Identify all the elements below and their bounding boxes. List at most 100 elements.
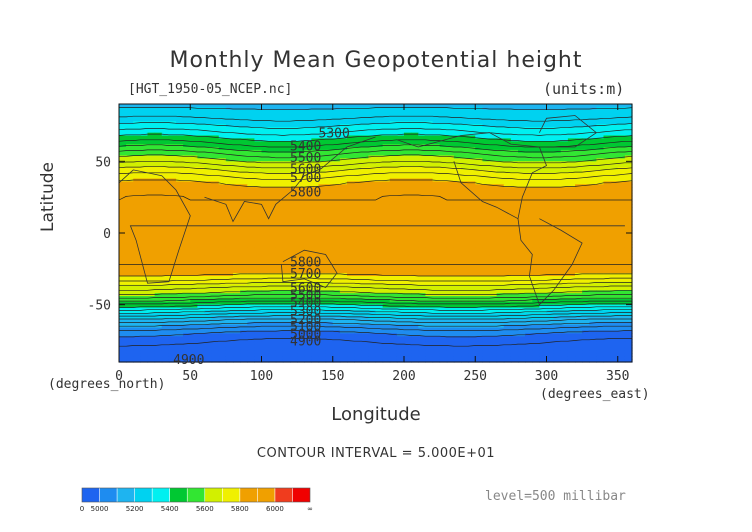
field-cell [325,264,334,268]
field-cell [119,273,127,277]
field-cell [354,264,362,268]
field-cell [525,218,533,223]
field-cell [119,152,127,157]
field-cell [425,253,434,257]
field-cell [418,175,426,180]
field-cell [347,155,355,160]
field-cell [318,255,327,260]
field-cell [168,215,177,220]
field-cell [126,118,134,122]
field-cell [553,109,562,114]
field-cell [453,184,462,188]
field-cell [290,115,298,119]
field-cell [261,132,270,137]
field-cell [176,169,184,174]
field-cell [503,106,512,111]
field-cell [154,227,163,231]
field-cell [218,175,227,180]
field-cell [532,158,540,162]
field-cell [190,144,198,148]
field-cell [275,104,284,108]
field-cell [525,230,533,234]
field-cell [425,195,434,200]
field-cell [546,261,555,266]
field-cell [204,293,213,297]
field-cell [183,132,191,137]
field-cell [297,230,305,234]
field-cell [339,161,348,165]
field-cell [168,273,177,277]
field-cell [382,126,391,131]
field-cell [218,109,227,114]
field-cell [396,164,405,168]
field-cell [482,129,491,134]
field-cell [418,273,426,277]
field-cell [282,164,291,168]
field-cell [297,132,305,137]
field-cell [211,218,220,223]
field-cell [575,230,583,234]
field-cell [411,290,419,294]
field-cell [197,253,206,257]
field-cell [282,121,291,125]
field-cell [261,250,270,254]
field-cell [425,155,434,160]
field-cell [247,167,255,171]
field-cell [218,261,227,266]
field-cell [325,281,334,286]
field-cell [525,167,533,171]
field-cell [375,132,384,137]
field-cell [468,255,476,260]
field-cell [503,270,512,274]
field-cell [617,164,626,168]
field-cell [161,290,170,294]
field-cell [553,204,562,208]
field-cell [211,158,220,162]
field-cell [510,250,519,254]
field-cell [496,112,505,117]
field-cell [389,109,398,114]
field-cell [211,109,220,114]
field-cell [332,161,341,165]
field-cell [468,250,476,254]
field-cell [354,115,362,119]
field-cell [575,255,583,260]
field-cell [489,253,498,257]
field-cell [297,281,305,286]
field-cell [275,267,284,271]
field-cell [347,258,355,263]
field-cell [539,164,548,168]
field-cell [439,255,448,260]
field-cell [582,250,590,254]
field-cell [368,129,377,134]
field-cell [275,270,284,274]
field-cell [268,258,277,263]
field-cell [133,287,141,291]
field-cell [453,175,462,180]
field-cell [589,147,597,151]
field-cell [261,290,270,294]
field-cell [297,278,305,283]
field-cell [133,258,141,263]
field-cell [489,184,498,188]
field-cell [503,264,512,268]
field-cell [389,158,398,162]
field-cell [510,167,519,171]
field-cell [290,195,298,200]
field-cell [496,149,505,154]
field-cell [525,258,533,263]
field-cell [575,201,583,205]
field-cell [589,167,597,171]
field-cell [446,138,455,142]
field-cell [176,284,184,289]
field-cell [275,181,284,185]
field-cell [589,192,597,197]
field-cell [503,109,512,114]
field-cell [211,241,220,246]
field-cell [304,207,312,211]
field-cell [318,253,327,257]
field-cell [190,184,198,188]
field-cell [332,250,341,254]
field-cell [610,267,619,271]
field-cell [183,187,191,191]
